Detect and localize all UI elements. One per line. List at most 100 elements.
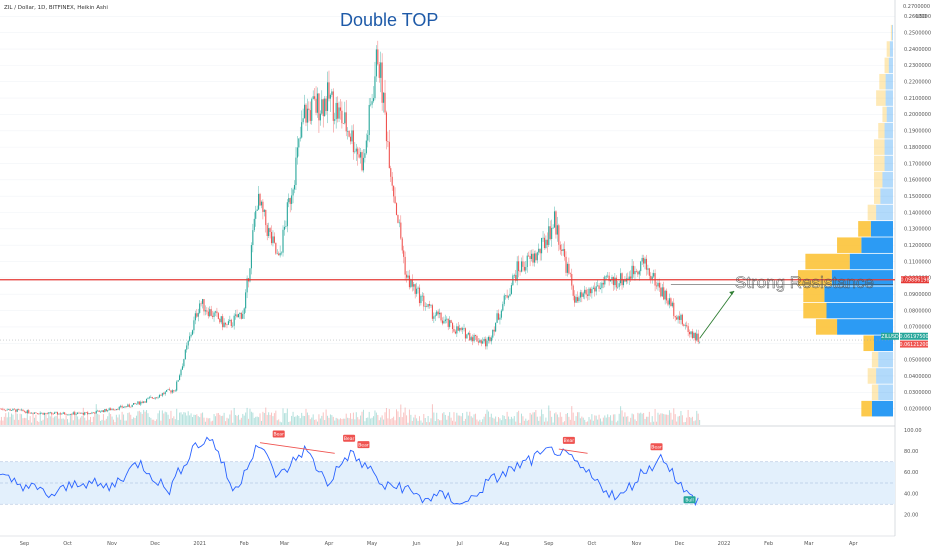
candle-body [362, 157, 365, 171]
volume-bar [246, 407, 248, 425]
volume-bar [362, 409, 364, 425]
time-tick-label: 2022 [718, 541, 731, 547]
candle-body [46, 413, 48, 415]
volume-bar [407, 422, 409, 425]
volume-profile-sell [858, 221, 871, 237]
volume-bar [329, 414, 331, 425]
candle-body [391, 176, 393, 186]
candle-body [526, 255, 528, 268]
volume-bar [59, 411, 61, 425]
candle-body [180, 369, 182, 376]
volume-bar [186, 415, 188, 425]
candle-body [417, 287, 419, 289]
candle-body [39, 413, 41, 415]
volume-bar [250, 411, 252, 425]
volume-bar [581, 416, 583, 425]
price-tick-label: 0.0300000 [904, 390, 931, 396]
volume-bar [87, 410, 89, 425]
candle-body [506, 295, 508, 298]
volume-bar [233, 407, 235, 425]
volume-bar [444, 414, 446, 425]
price-tick-label: 0.0400000 [904, 374, 931, 380]
candle-body [545, 239, 547, 248]
volume-bar [115, 414, 117, 425]
candle-body [125, 406, 127, 407]
volume-bar [664, 414, 666, 425]
candle-body [383, 92, 385, 103]
volume-profile-buy [886, 106, 893, 123]
volume-bar [579, 418, 581, 425]
volume-bar [209, 418, 211, 425]
volume-bar [588, 417, 590, 425]
candle-body [347, 130, 349, 132]
candle-body [487, 337, 489, 341]
candle-body [114, 409, 116, 411]
candle-body [278, 253, 280, 256]
volume-bar [26, 411, 28, 425]
volume-bar [670, 412, 672, 425]
currency-label[interactable]: USD [916, 14, 927, 20]
volume-bar [625, 416, 627, 425]
volume-bar [163, 413, 165, 425]
candle-body [538, 248, 540, 253]
bear-signal-text: Bear [358, 442, 369, 448]
volume-bar [433, 412, 435, 425]
candle-body [358, 154, 360, 158]
candle-body [143, 401, 145, 403]
volume-bar [423, 414, 425, 425]
bear-signal-box [272, 430, 285, 438]
volume-bar [36, 420, 38, 425]
candle-body [252, 230, 254, 246]
candle-body [460, 328, 462, 330]
volume-bar [661, 413, 663, 425]
volume-bar [327, 415, 329, 425]
time-tick-label: May [367, 541, 377, 547]
candle-body [202, 299, 204, 304]
candle-body [430, 305, 432, 306]
volume-bar [141, 413, 143, 425]
candle-body [605, 276, 607, 277]
candle-body [393, 185, 395, 197]
volume-bar [439, 420, 441, 425]
volume-bar [559, 412, 561, 425]
candle-body [194, 313, 196, 321]
volume-bar [673, 408, 675, 425]
volume-bar [39, 411, 41, 425]
candle-body [426, 306, 428, 307]
volume-bar [153, 419, 155, 425]
volume-bar [676, 421, 678, 425]
candle-body [161, 393, 163, 396]
candle-body [338, 107, 340, 119]
candle-body [568, 263, 570, 274]
candle-body [145, 398, 148, 403]
volume-bar [31, 422, 33, 425]
volume-bar [183, 412, 185, 425]
candle-body [492, 329, 494, 338]
candle-body [509, 293, 511, 297]
volume-bar [545, 417, 547, 425]
volume-bar [487, 411, 489, 425]
volume-bar [112, 419, 114, 425]
candle-body [499, 317, 501, 320]
volume-bar [381, 415, 383, 425]
volume-bar [13, 419, 15, 425]
volume-bar [417, 420, 419, 425]
volume-bar [466, 411, 468, 425]
volume-bar [6, 417, 8, 425]
volume-bar [434, 421, 436, 425]
candle-body [558, 225, 560, 245]
candle-body [398, 222, 400, 224]
candle-body [395, 203, 398, 215]
volume-bar [555, 412, 557, 425]
price-tick-label: 0.1700000 [904, 161, 931, 167]
volume-bar [127, 412, 129, 425]
volume-bar [256, 416, 258, 425]
candle-body [22, 409, 24, 412]
volume-bar [98, 414, 100, 425]
candle-body [334, 119, 336, 121]
volume-bar [592, 420, 594, 425]
volume-bar [628, 421, 630, 425]
volume-bar [525, 418, 527, 425]
volume-bar [84, 417, 86, 425]
